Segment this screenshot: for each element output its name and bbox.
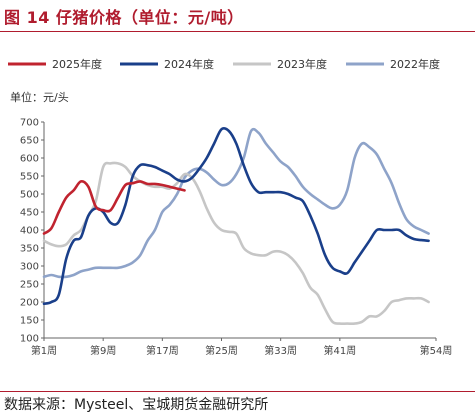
y-tick-label: 550: [20, 172, 39, 183]
x-tick-label: 第1周: [31, 344, 57, 357]
series-line-2022年度: [42, 127, 430, 279]
x-tick-label: 第54周: [420, 344, 453, 357]
y-tick-label: 350: [20, 244, 39, 255]
chart-title: 图 14 仔猪价格（单位：元/吨）: [4, 8, 244, 27]
y-tick-label: 700: [20, 118, 39, 129]
y-tick-label: 300: [20, 262, 39, 273]
y-tick-label: 100: [20, 334, 39, 345]
series-line-2025年度: [42, 179, 186, 235]
line-chart: 2025年度 2024年度 2023年度 2022年度 100 150 200 250 300…: [8, 57, 452, 358]
x-tick-label: 第9周: [90, 344, 116, 357]
y-tick-label: 400: [20, 226, 39, 237]
y-axis-unit-label: 单位：元/头: [10, 91, 69, 104]
axes: 100 150 200 250 300 350 400 450 500 550 600 650 700 第…: [20, 118, 452, 358]
series-line-2024年度: [42, 126, 430, 306]
y-tick-label: 200: [20, 298, 39, 309]
y-tick-label: 150: [20, 316, 39, 327]
title-divider: [0, 31, 475, 32]
legend-label: 2025年度: [52, 57, 102, 71]
x-tick-label: 第17周: [146, 344, 179, 357]
data-source: 数据来源：Mysteel、宝城期货金融研究所: [4, 397, 269, 413]
series-line-2023年度: [42, 161, 430, 326]
y-tick-label: 600: [20, 154, 39, 165]
legend-label: 2022年度: [390, 57, 440, 71]
y-tick-label: 650: [20, 136, 39, 147]
title-bar: 图 14 仔猪价格（单位：元/吨）: [0, 0, 475, 32]
legend-label: 2023年度: [277, 57, 327, 71]
legend-label: 2024年度: [164, 57, 214, 71]
x-tick-label: 第25周: [205, 344, 238, 357]
y-tick-label: 250: [20, 280, 39, 291]
y-tick-label: 500: [20, 190, 39, 201]
x-tick-label: 第33周: [264, 344, 297, 357]
x-tick-label: 第41周: [323, 344, 356, 357]
y-tick-label: 450: [20, 208, 39, 219]
footer-divider: [0, 391, 475, 392]
plot-area: [42, 126, 430, 326]
legend: 2025年度 2024年度 2023年度 2022年度: [8, 57, 440, 71]
